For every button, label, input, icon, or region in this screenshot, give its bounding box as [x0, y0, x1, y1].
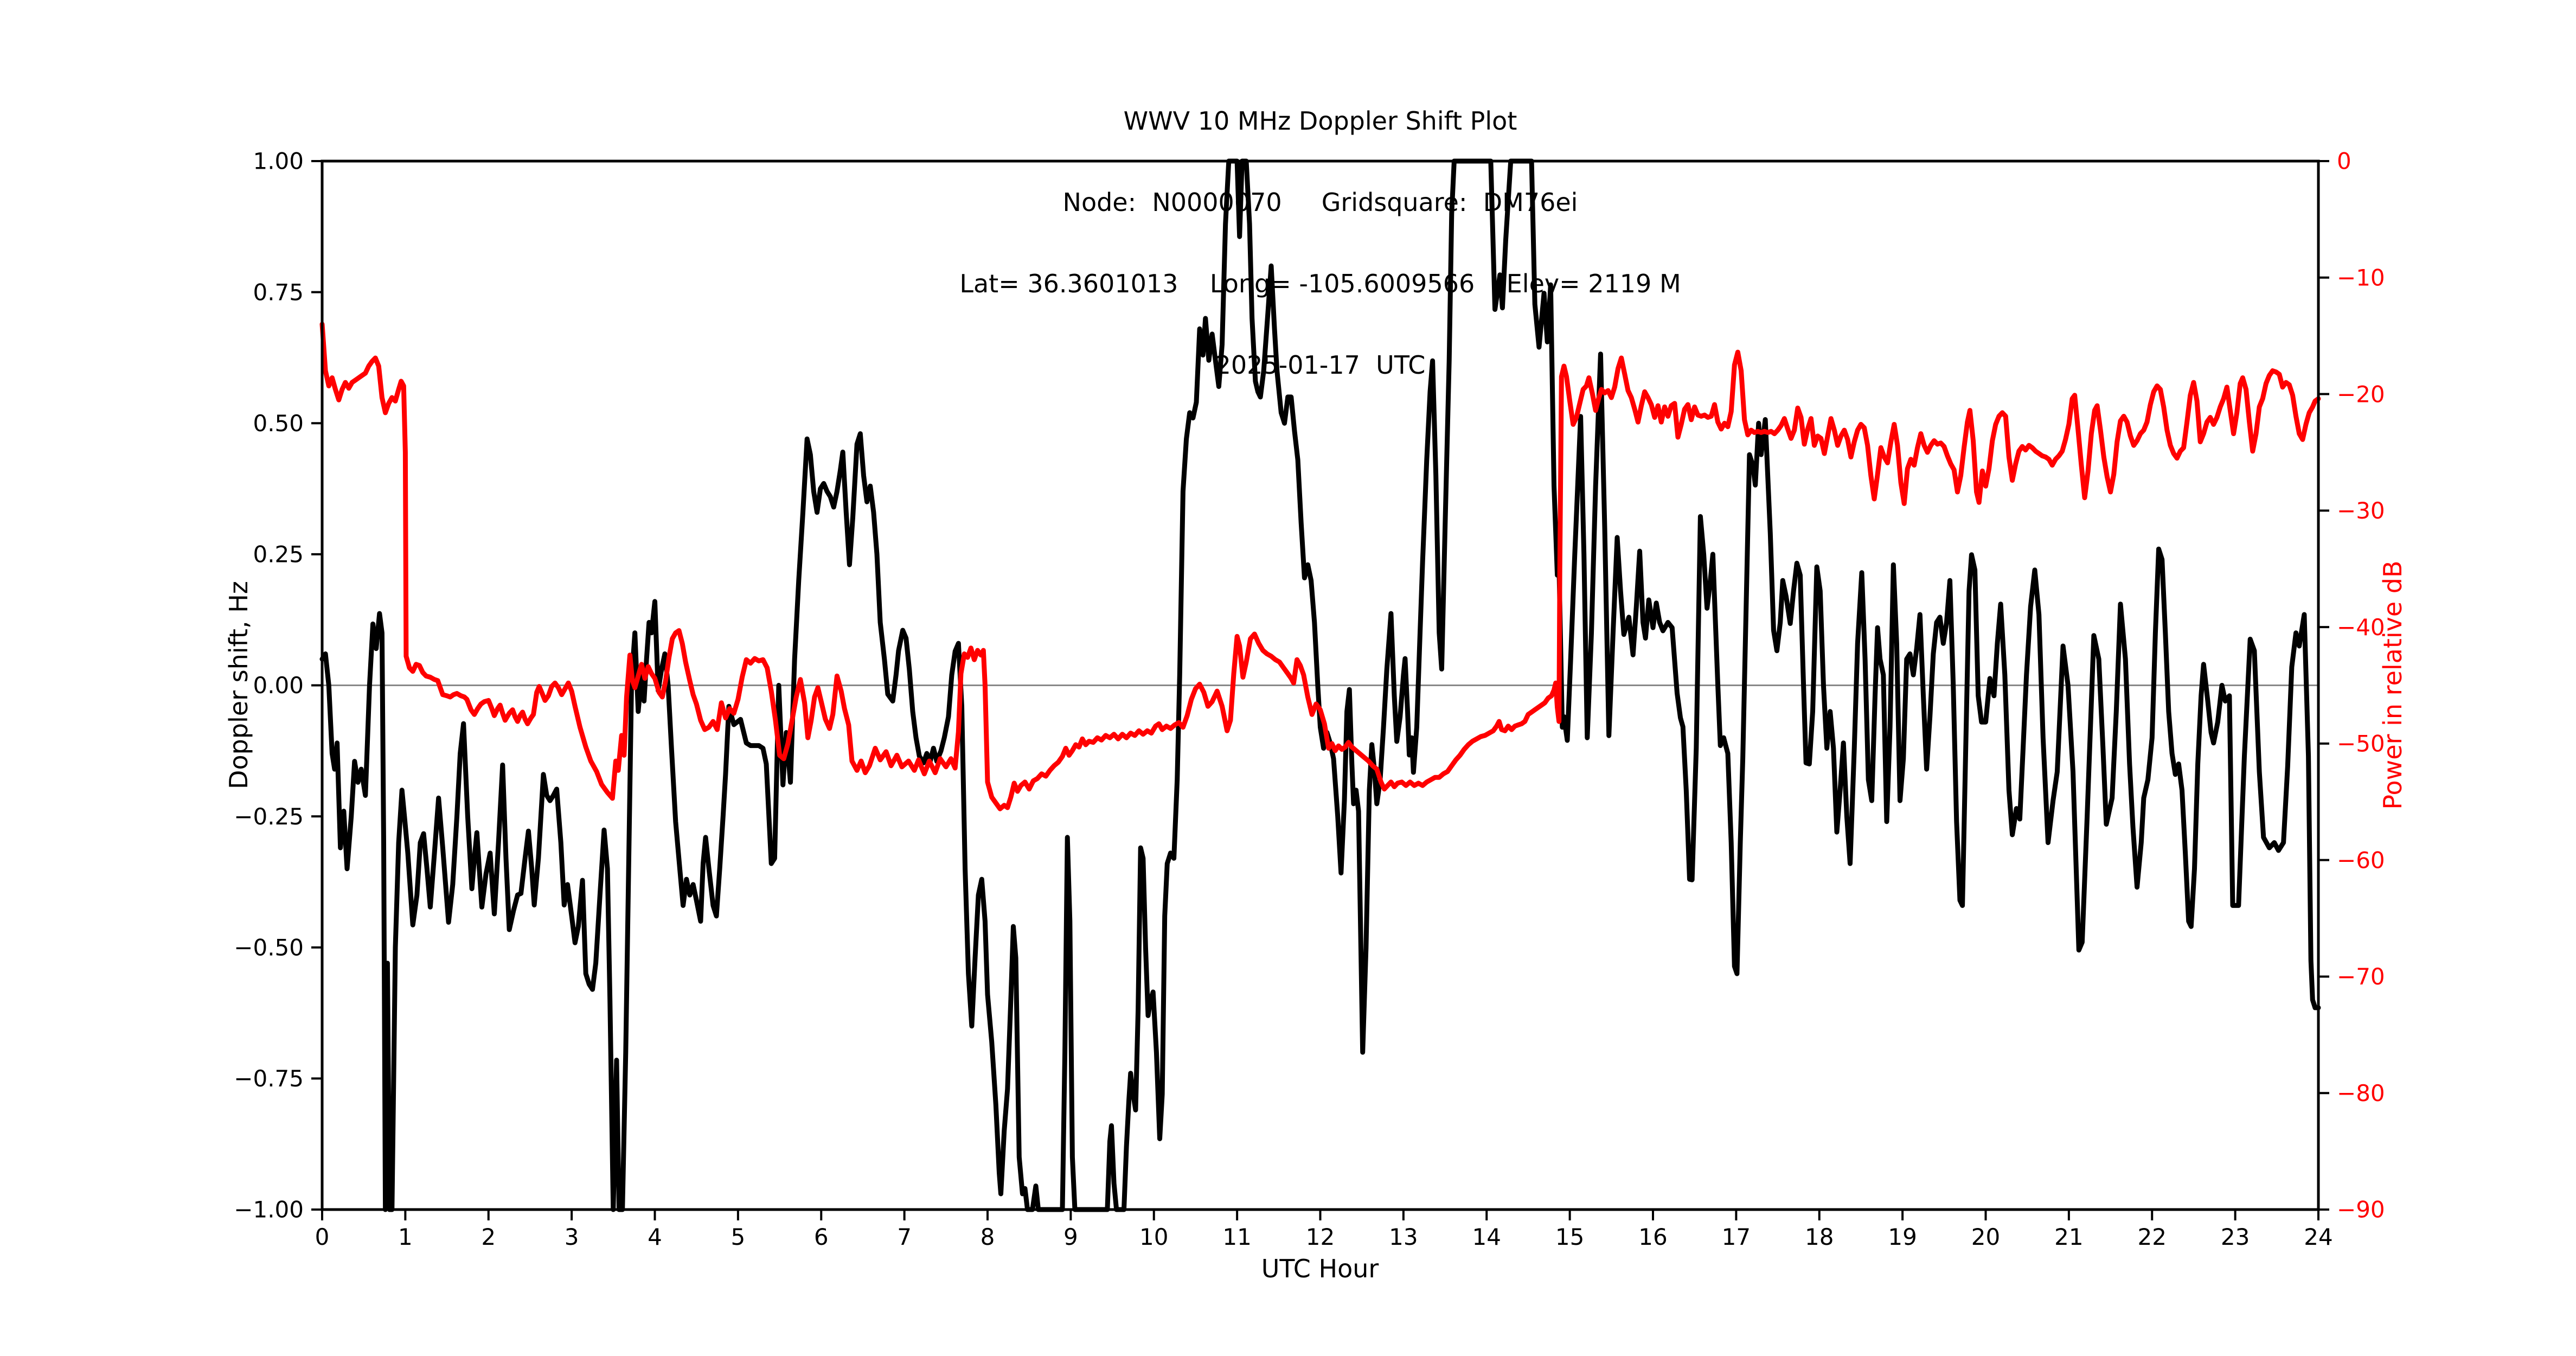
x-tick-label: 10: [1139, 1224, 1168, 1250]
x-tick-label: 9: [1063, 1224, 1078, 1250]
y-right-tick-label: −80: [2337, 1080, 2385, 1106]
y-right-tick-label: −60: [2337, 847, 2385, 873]
y-right-tick-label: −50: [2337, 731, 2385, 757]
x-tick-label: 0: [315, 1224, 330, 1250]
x-tick-label: 8: [981, 1224, 995, 1250]
chart-subtitle-date: 2025-01-17 UTC: [1215, 350, 1426, 380]
y-axis-label-right: Power in relative dB: [2378, 560, 2407, 810]
x-tick-label: 6: [814, 1224, 829, 1250]
x-tick-label: 1: [398, 1224, 413, 1250]
x-tick-label: 18: [1805, 1224, 1834, 1250]
y-left-tick-label: 1.00: [253, 148, 304, 175]
x-tick-label: 2: [481, 1224, 496, 1250]
x-tick-label: 15: [1555, 1224, 1584, 1250]
x-tick-label: 24: [2304, 1224, 2333, 1250]
x-axis-label: UTC Hour: [1261, 1254, 1379, 1283]
y-axis-label-left: Doppler shift, Hz: [224, 581, 253, 789]
y-right-tick-label: −40: [2337, 614, 2385, 641]
chart-subtitle-node: Node: N0000070 Gridsquare: DM76ei: [1062, 188, 1578, 217]
y-right-tick-label: −20: [2337, 381, 2385, 407]
x-tick-label: 17: [1722, 1224, 1751, 1250]
power_relative_db-line: [319, 322, 2321, 811]
y-right-tick-label: −30: [2337, 497, 2385, 524]
y-right-tick-label: −90: [2337, 1197, 2385, 1223]
y-left-tick-label: 0.00: [253, 672, 304, 699]
y-left-tick-label: 0.75: [253, 279, 304, 305]
y-left-tick-label: 0.50: [253, 410, 304, 437]
x-tick-label: 5: [731, 1224, 746, 1250]
y-left-tick-label: −1.00: [234, 1197, 304, 1223]
x-tick-label: 16: [1638, 1224, 1667, 1250]
y-left-tick-label: 0.25: [253, 541, 304, 568]
x-tick-label: 14: [1472, 1224, 1501, 1250]
x-tick-label: 22: [2138, 1224, 2167, 1250]
x-tick-label: 7: [897, 1224, 912, 1250]
y-left-tick-label: −0.25: [234, 803, 304, 830]
y-right-tick-label: −10: [2337, 264, 2385, 291]
x-tick-label: 19: [1888, 1224, 1917, 1250]
x-tick-label: 13: [1389, 1224, 1418, 1250]
x-tick-label: 12: [1306, 1224, 1335, 1250]
x-tick-label: 11: [1222, 1224, 1251, 1250]
y-left-tick-label: −0.75: [234, 1065, 304, 1092]
chart-subtitle-location: Lat= 36.3601013 Long= -105.6009566 Elev=…: [959, 269, 1681, 298]
x-tick-label: 3: [565, 1224, 579, 1250]
x-tick-label: 21: [2054, 1224, 2083, 1250]
x-tick-label: 23: [2221, 1224, 2250, 1250]
chart-title: WWV 10 MHz Doppler Shift Plot: [1123, 106, 1517, 136]
y-left-tick-label: −0.50: [234, 934, 304, 961]
x-tick-label: 20: [1971, 1224, 2000, 1250]
y-right-tick-label: −70: [2337, 963, 2385, 990]
x-tick-label: 4: [648, 1224, 662, 1250]
y-right-tick-label: 0: [2337, 148, 2351, 175]
title-block: WWV 10 MHz Doppler Shift Plot Node: N000…: [322, 53, 2318, 433]
